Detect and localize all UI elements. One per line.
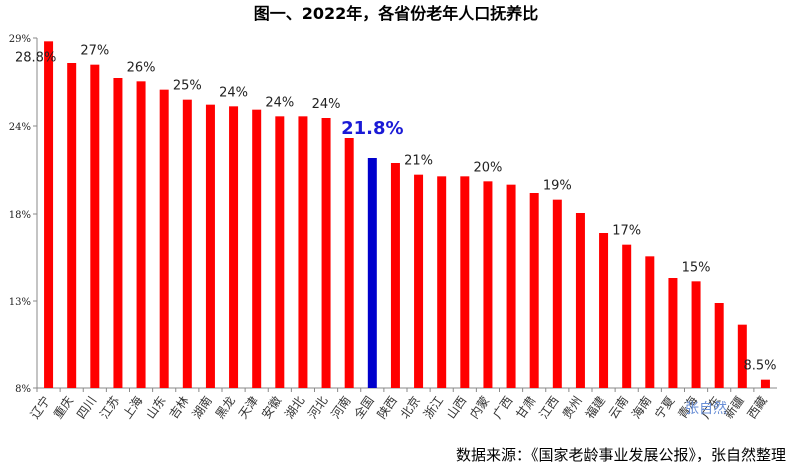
x-tick-label: 北京 (398, 394, 423, 422)
x-tick-label: 江苏 (97, 394, 122, 422)
x-tick-label: 天津 (236, 394, 261, 422)
x-tick-label: 甘肃 (513, 394, 538, 422)
x-tick-label: 湖北 (281, 393, 307, 421)
bar (252, 109, 262, 389)
data-label: 15% (682, 260, 711, 275)
data-label: 27% (80, 44, 109, 59)
bar (90, 64, 100, 389)
x-tick-label: 西藏 (745, 394, 770, 422)
chart-title: 图一、2022年，各省份老年人口抚养比 (254, 4, 539, 23)
bar (344, 138, 354, 388)
bar (67, 63, 77, 388)
x-tick-label: 上海 (119, 393, 145, 421)
data-label: 25% (173, 79, 202, 94)
y-tick-label: 8% (15, 384, 31, 395)
bar (714, 303, 724, 388)
bar (529, 193, 539, 388)
x-tick-label: 福建 (582, 393, 608, 421)
bar (460, 176, 470, 388)
x-tick-label: 江西 (537, 394, 562, 422)
x-tick-label: 辽宁 (27, 393, 53, 421)
bar (182, 99, 192, 389)
bar (575, 213, 585, 388)
y-tick-label: 29% (9, 34, 31, 45)
data-label: 28.8% (15, 50, 56, 65)
watermark-text: 张自然 (685, 400, 727, 417)
data-label: 24% (265, 95, 294, 110)
x-axis-ticks: 辽宁重庆四川江苏上海山东吉林湖南黑龙天津安徽湖北河北河南全国陕西北京浙江山西内蒙… (27, 388, 770, 421)
x-tick-label: 吉林 (167, 394, 192, 422)
bar (229, 106, 239, 388)
data-label: 24% (312, 97, 341, 112)
x-tick-label: 全国 (351, 393, 377, 421)
bar (622, 244, 632, 388)
x-tick-label: 陕西 (374, 393, 400, 421)
bar (599, 233, 609, 388)
bar (390, 163, 400, 388)
x-tick-label: 内蒙 (467, 394, 492, 422)
x-tick-label: 山东 (143, 394, 168, 422)
bar (437, 176, 447, 388)
x-tick-label: 安徽 (258, 393, 284, 421)
data-label: 21% (404, 154, 433, 169)
chart-bars (44, 41, 770, 389)
source-note: 数据来源：《国家老龄事业发展公报》，张自然整理 (456, 446, 786, 464)
bar (367, 158, 377, 388)
data-label: 24% (219, 85, 248, 100)
bar (205, 104, 215, 389)
data-label: 17% (612, 224, 641, 239)
bar (44, 41, 54, 388)
bar (275, 116, 285, 388)
data-label: 21.8% (341, 118, 403, 139)
y-tick-label: 18% (9, 210, 31, 221)
y-tick-label: 13% (9, 297, 31, 308)
bar (113, 78, 123, 388)
x-tick-label: 黑龙 (213, 394, 238, 422)
bar (483, 181, 493, 388)
data-label: 8.5% (743, 359, 776, 374)
bar (760, 379, 770, 388)
x-tick-label: 广西 (490, 394, 515, 422)
x-tick-label: 宁夏 (651, 393, 677, 421)
bar (668, 278, 678, 388)
bar (506, 184, 516, 388)
data-labels: 28.8% 27%26%25% 24%24% 24%21.8%21% 20%19%17%… (15, 44, 776, 374)
bar (159, 89, 169, 389)
x-tick-label: 重庆 (51, 394, 76, 422)
x-tick-label: 浙江 (421, 394, 446, 422)
bar (645, 256, 655, 388)
y-tick-label: 24% (9, 122, 31, 133)
bar (414, 174, 424, 388)
bar (298, 116, 308, 388)
x-tick-label: 海南 (628, 393, 654, 421)
bar (737, 324, 747, 388)
x-tick-label: 河北 (305, 394, 330, 422)
x-tick-label: 河南 (328, 393, 354, 421)
x-tick-label: 山西 (444, 394, 469, 422)
x-tick-label: 湖南 (189, 393, 215, 421)
data-label: 20% (473, 160, 502, 175)
bar (691, 281, 701, 388)
x-tick-label: 云南 (605, 393, 631, 421)
data-label: 26% (127, 60, 156, 75)
x-tick-label: 四川 (74, 394, 99, 422)
data-label: 19% (543, 179, 572, 194)
bar (136, 81, 146, 388)
x-tick-label: 贵州 (560, 394, 585, 422)
bar (321, 118, 331, 388)
bar (552, 199, 562, 388)
